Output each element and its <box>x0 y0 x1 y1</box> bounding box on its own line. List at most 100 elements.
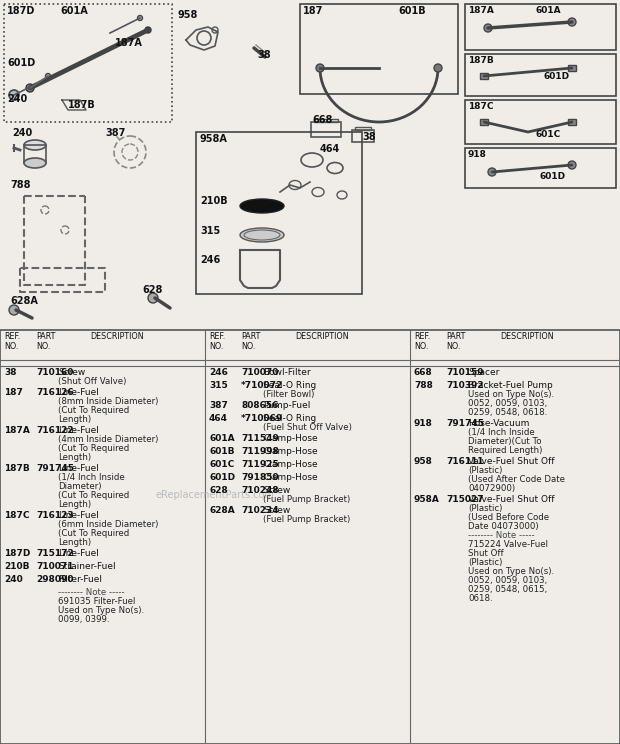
Text: 601A: 601A <box>535 6 560 15</box>
Text: (Plastic): (Plastic) <box>468 504 502 513</box>
Text: 711998: 711998 <box>241 447 279 456</box>
Text: 0052, 0059, 0103,: 0052, 0059, 0103, <box>468 576 547 585</box>
Text: 0259, 0548, 0615,: 0259, 0548, 0615, <box>468 585 547 594</box>
Text: (Cut To Required: (Cut To Required <box>58 406 129 415</box>
Text: 601D: 601D <box>7 58 35 68</box>
Text: 601D: 601D <box>540 172 566 181</box>
Bar <box>465 4 616 50</box>
Text: 788: 788 <box>10 180 30 190</box>
Circle shape <box>484 24 492 32</box>
Text: 601A: 601A <box>209 434 234 443</box>
Text: REF.
NO.: REF. NO. <box>209 332 225 351</box>
Text: 187C: 187C <box>468 102 494 111</box>
Text: Line-Fuel: Line-Fuel <box>58 426 99 435</box>
Text: Bowl-Filter: Bowl-Filter <box>263 368 311 377</box>
Text: 187: 187 <box>303 6 324 16</box>
Text: (Used After Code Date: (Used After Code Date <box>468 475 565 484</box>
Text: PART
NO.: PART NO. <box>241 332 260 351</box>
Text: 710071: 710071 <box>36 562 74 571</box>
Text: 918: 918 <box>414 419 433 428</box>
Text: (1/4 Inch Inside: (1/4 Inch Inside <box>58 473 125 482</box>
Bar <box>465 100 616 144</box>
Bar <box>196 132 362 294</box>
Text: 791745: 791745 <box>36 464 74 473</box>
Text: 187D: 187D <box>7 6 35 16</box>
Text: Filter-Fuel: Filter-Fuel <box>58 575 102 584</box>
Text: (Plastic): (Plastic) <box>468 466 502 475</box>
Bar <box>300 4 458 94</box>
Text: Date 04073000): Date 04073000) <box>468 522 539 531</box>
Text: 711549: 711549 <box>241 434 279 443</box>
Text: 710070: 710070 <box>241 368 278 377</box>
Text: 711925: 711925 <box>241 460 279 469</box>
Text: PART
NO.: PART NO. <box>36 332 55 351</box>
Text: (Cut To Required: (Cut To Required <box>58 491 129 500</box>
Text: 0099, 0399.: 0099, 0399. <box>58 615 110 624</box>
Text: DESCRIPTION: DESCRIPTION <box>90 332 144 341</box>
Circle shape <box>138 16 143 21</box>
Text: DESCRIPTION: DESCRIPTION <box>500 332 554 341</box>
Text: 958A: 958A <box>414 495 440 504</box>
Text: 298090: 298090 <box>36 575 74 584</box>
Text: Clamp-Hose: Clamp-Hose <box>263 434 317 443</box>
Text: 808656: 808656 <box>241 401 278 410</box>
Circle shape <box>9 90 19 100</box>
Text: Screw: Screw <box>263 506 290 515</box>
Text: 464: 464 <box>320 144 340 154</box>
Text: 387: 387 <box>209 401 228 410</box>
Text: (8mm Inside Diameter): (8mm Inside Diameter) <box>58 397 158 406</box>
Text: 601D: 601D <box>544 72 570 81</box>
Text: 187D: 187D <box>4 549 30 558</box>
Circle shape <box>26 84 34 92</box>
Text: Screw: Screw <box>263 486 290 495</box>
Text: 791850: 791850 <box>241 473 278 482</box>
Circle shape <box>145 27 151 33</box>
Text: 187C: 187C <box>4 511 30 520</box>
Text: 628: 628 <box>209 486 228 495</box>
Bar <box>465 54 616 96</box>
Text: 710392: 710392 <box>446 381 484 390</box>
Text: (Fuel Pump Bracket): (Fuel Pump Bracket) <box>263 515 350 524</box>
Text: 601B: 601B <box>398 6 425 16</box>
Text: Line-Fuel: Line-Fuel <box>58 549 99 558</box>
Text: (Cut To Required: (Cut To Required <box>58 444 129 453</box>
Circle shape <box>568 18 576 26</box>
Text: (Used Before Code: (Used Before Code <box>468 513 549 522</box>
Text: Diameter)(Cut To: Diameter)(Cut To <box>468 437 541 446</box>
Text: 187A: 187A <box>115 38 143 48</box>
Text: DESCRIPTION: DESCRIPTION <box>295 332 348 341</box>
Text: 958: 958 <box>414 457 433 466</box>
Text: Line-Fuel: Line-Fuel <box>58 511 99 520</box>
Text: 668: 668 <box>312 115 332 125</box>
Bar <box>0 330 620 744</box>
Bar <box>355 127 371 130</box>
Text: Diameter): Diameter) <box>58 482 102 491</box>
Text: 628A: 628A <box>209 506 235 515</box>
Text: 918: 918 <box>468 150 487 159</box>
Text: 716111: 716111 <box>446 457 484 466</box>
Text: 958A: 958A <box>200 134 228 144</box>
Text: Shut Off: Shut Off <box>468 549 503 558</box>
Text: Seal-O Ring: Seal-O Ring <box>263 381 316 390</box>
Bar <box>352 130 374 142</box>
Text: 715027: 715027 <box>446 495 484 504</box>
Bar <box>4 4 172 122</box>
Circle shape <box>568 161 576 169</box>
Text: Used on Type No(s).: Used on Type No(s). <box>468 390 554 399</box>
Text: 187: 187 <box>4 388 23 397</box>
Text: (6mm Inside Diameter): (6mm Inside Diameter) <box>58 520 158 529</box>
Text: 710234: 710234 <box>241 506 278 515</box>
Text: Used on Type No(s).: Used on Type No(s). <box>58 606 144 615</box>
Text: 315: 315 <box>209 381 228 390</box>
Text: Required Length): Required Length) <box>468 446 542 455</box>
Text: Hose-Vacuum: Hose-Vacuum <box>468 419 529 428</box>
Text: 791745: 791745 <box>446 419 484 428</box>
Text: 246: 246 <box>209 368 228 377</box>
Text: 668: 668 <box>414 368 433 377</box>
Text: Valve-Fuel Shut Off: Valve-Fuel Shut Off <box>468 457 554 466</box>
Bar <box>480 73 488 79</box>
Text: Clamp-Hose: Clamp-Hose <box>263 460 317 469</box>
Text: Strainer-Fuel: Strainer-Fuel <box>58 562 115 571</box>
Text: 788: 788 <box>414 381 433 390</box>
Text: 240: 240 <box>7 94 27 104</box>
